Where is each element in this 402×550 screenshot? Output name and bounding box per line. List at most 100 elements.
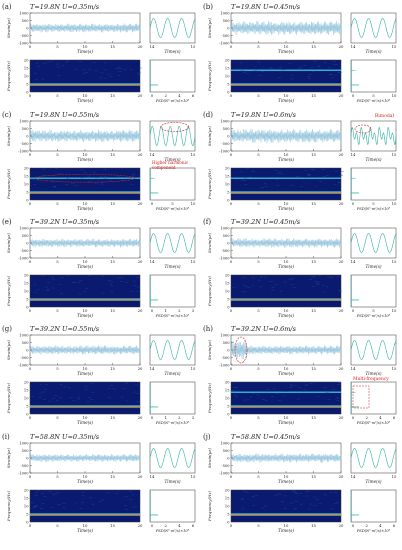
x-axis-label: Time(s) bbox=[77, 49, 93, 54]
zoom-x-tick-label: 15 bbox=[392, 44, 397, 49]
x-tick-label: 0 bbox=[29, 259, 32, 264]
y-axis-label: Strain(με) bbox=[6, 232, 11, 253]
spectrogram-noise bbox=[246, 168, 250, 170]
spectrogram-noise bbox=[41, 78, 45, 80]
spec-x-tick-label: 20 bbox=[339, 308, 344, 313]
freq-tick-label: 0 bbox=[227, 306, 230, 310]
x-tick-label: 20 bbox=[339, 259, 344, 264]
spectrogram-noise bbox=[35, 63, 39, 64]
spectrogram-noise bbox=[110, 285, 114, 287]
panel-title: T=39.2N U=0.6m/s bbox=[231, 325, 297, 333]
spectrogram-noise bbox=[36, 66, 40, 67]
spectrogram-noise bbox=[139, 67, 143, 69]
freq-tick-label: 0 bbox=[227, 91, 230, 95]
spectrogram-noise bbox=[321, 291, 325, 293]
spectrogram-noise bbox=[129, 68, 133, 70]
spectrogram-noise bbox=[318, 181, 322, 182]
spectrogram-noise bbox=[67, 387, 71, 389]
zoom-x-axis-label: Time(s) bbox=[165, 264, 181, 269]
freq-tick-label: 5 bbox=[227, 83, 230, 87]
zoom-axes bbox=[350, 227, 397, 259]
spectrogram-noise bbox=[88, 69, 92, 71]
x-tick-label: 20 bbox=[339, 44, 344, 49]
spectrogram-noise bbox=[333, 184, 337, 185]
spec-x-tick-label: 5 bbox=[257, 93, 260, 98]
zoom-x-tick-label: 14 bbox=[150, 366, 155, 371]
y-axis-label: Strain(με) bbox=[6, 447, 11, 468]
annotation-box bbox=[352, 385, 370, 409]
panel-title: T=19.8N U=0.35m/s bbox=[30, 3, 100, 11]
spectrogram-noise bbox=[51, 494, 55, 496]
freq-tick-label: 5 bbox=[26, 513, 29, 517]
strain-series bbox=[29, 345, 141, 355]
spectrogram-noise bbox=[133, 391, 137, 393]
zoom-x-tick-label: 14 bbox=[150, 259, 155, 264]
spectrogram-noise bbox=[59, 397, 63, 398]
spectrogram-noise bbox=[129, 177, 133, 179]
spec-x-tick-label: 10 bbox=[83, 415, 88, 420]
spectrogram-noise bbox=[74, 185, 78, 187]
y-tick-label: 1000 bbox=[220, 442, 230, 446]
spectrogram-noise bbox=[100, 71, 104, 73]
spectrogram-noise bbox=[135, 276, 139, 278]
spectrogram-noise bbox=[136, 290, 140, 292]
spectrogram-noise bbox=[78, 61, 82, 62]
spec-x-tick-label: 10 bbox=[284, 201, 289, 206]
spectrogram-noise bbox=[106, 492, 110, 493]
spectrogram-noise bbox=[289, 384, 293, 386]
psd-x-tick-label: 0 bbox=[352, 201, 355, 206]
freq-tick-label: 10 bbox=[24, 290, 29, 294]
x-tick-label: 5 bbox=[257, 259, 260, 264]
spectrogram-noise bbox=[36, 180, 40, 181]
spectrogram-noise bbox=[46, 290, 50, 291]
freq-tick-label: 0 bbox=[26, 199, 29, 203]
psd-axes bbox=[149, 381, 196, 415]
spectrogram-noise bbox=[107, 73, 111, 75]
spectrogram-noise bbox=[325, 392, 329, 393]
spectrogram-noise bbox=[312, 275, 316, 277]
spectrogram-noise bbox=[58, 173, 62, 175]
strain-series bbox=[230, 20, 342, 36]
spectrogram-noise bbox=[339, 175, 343, 176]
y-tick-label: 1000 bbox=[19, 334, 29, 338]
spectrogram-noise bbox=[297, 68, 301, 69]
spectrogram-noise bbox=[338, 291, 342, 292]
annotation-ellipse bbox=[160, 122, 190, 132]
spec-x-tick-label: 0 bbox=[230, 523, 233, 528]
psd-x-tick-label: 0 bbox=[151, 93, 154, 98]
spectrogram-noise bbox=[254, 70, 258, 71]
spec-x-tick-label: 0 bbox=[230, 415, 233, 420]
spectrogram-noise bbox=[94, 70, 98, 72]
zoom-series bbox=[350, 340, 397, 360]
spectrogram-noise bbox=[54, 395, 58, 397]
spectrogram-noise bbox=[131, 174, 135, 176]
zoom-series bbox=[350, 233, 397, 253]
psd-axes bbox=[350, 489, 397, 523]
psd-x-tick-label: 0 bbox=[151, 201, 154, 206]
spectrogram-noise bbox=[92, 62, 96, 63]
psd-x-tick-label: 0 bbox=[352, 93, 355, 98]
zoom-series bbox=[149, 340, 196, 360]
spectrogram-noise bbox=[270, 68, 274, 69]
panel-label: (f) bbox=[203, 218, 211, 226]
y-tick-label: -1000 bbox=[219, 257, 230, 261]
x-tick-label: 20 bbox=[339, 152, 344, 157]
spectrogram-noise bbox=[259, 276, 263, 278]
psd-x-tick-label: 6 bbox=[192, 523, 195, 528]
spec-x-axis-label: Time(s) bbox=[77, 98, 93, 103]
spectrogram-noise bbox=[110, 385, 114, 386]
spectrogram-noise bbox=[124, 496, 128, 497]
spectrogram-noise bbox=[240, 70, 244, 71]
y-tick-label: 1000 bbox=[220, 120, 230, 124]
spectrogram-noise bbox=[242, 72, 246, 73]
spectrogram-noise bbox=[48, 491, 52, 492]
panel-title: T=19.8N U=0.55m/s bbox=[30, 111, 100, 119]
spectrogram bbox=[230, 274, 342, 308]
spectrogram-noise bbox=[321, 284, 325, 286]
spectrogram-noise bbox=[294, 493, 298, 494]
spectrogram-noise bbox=[275, 493, 279, 495]
x-tick-label: 10 bbox=[83, 152, 88, 157]
